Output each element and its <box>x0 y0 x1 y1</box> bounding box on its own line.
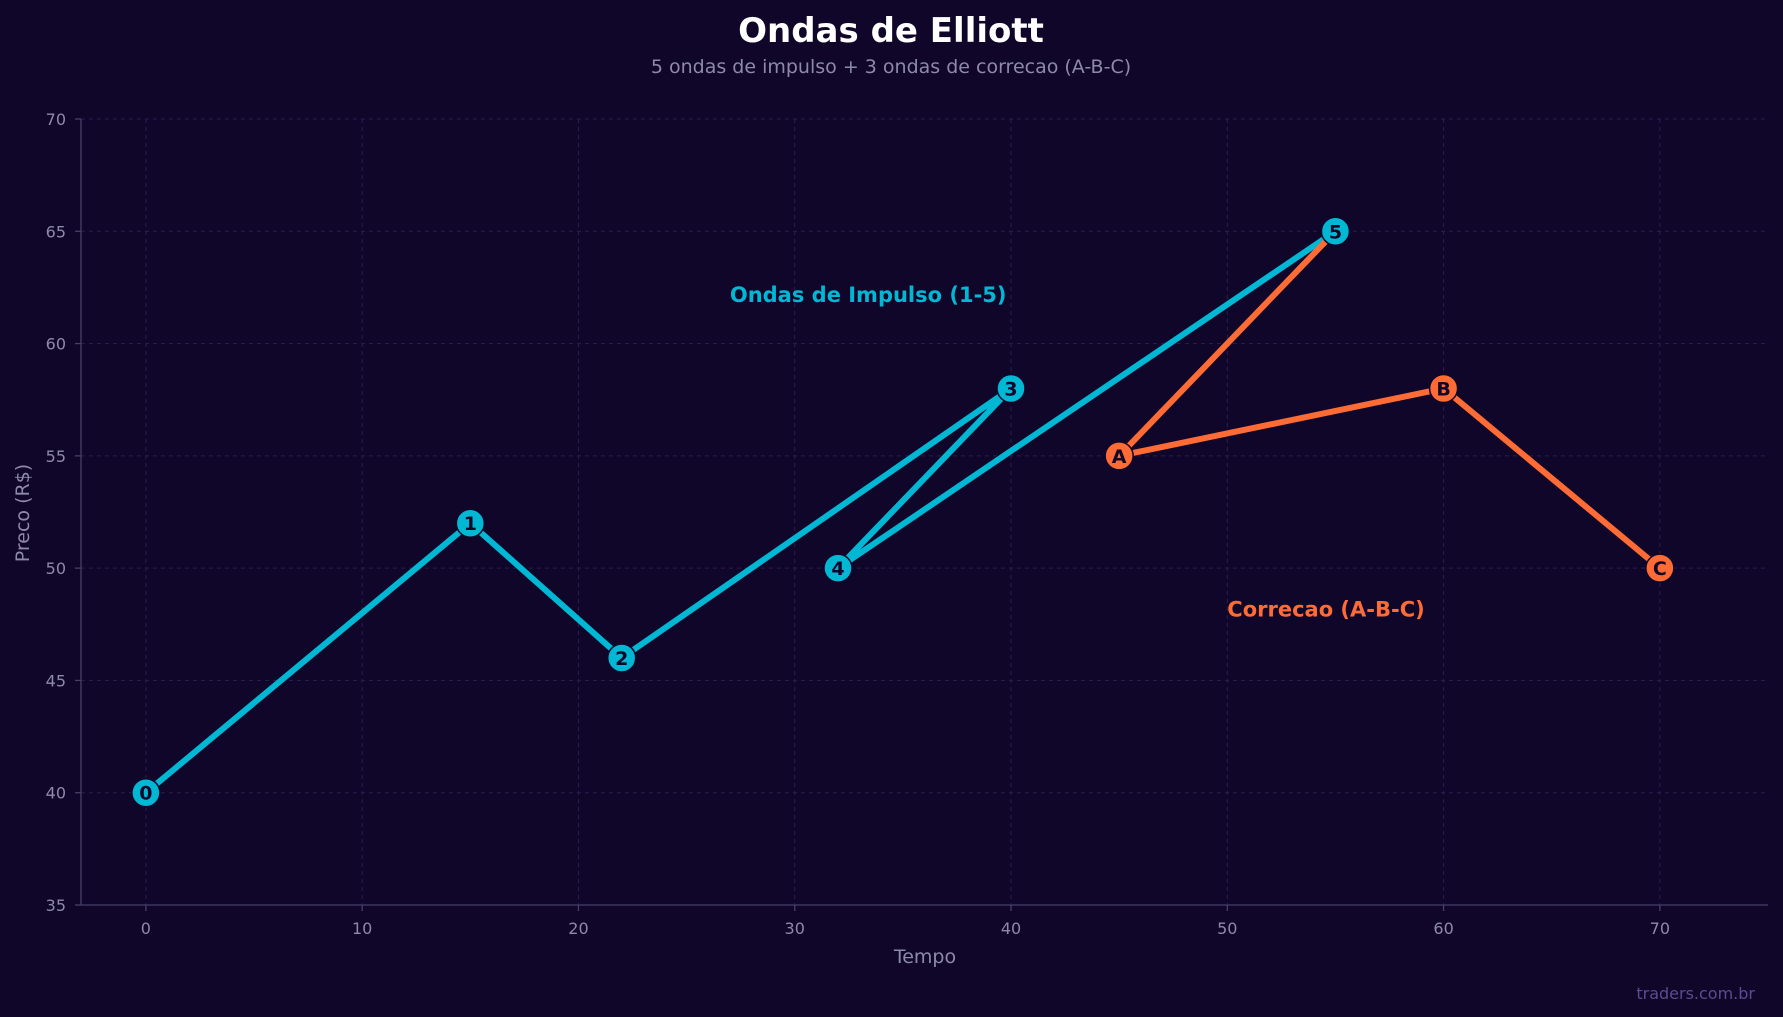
x-axis-label: Tempo <box>893 946 956 968</box>
wave-point-marker <box>1645 553 1675 583</box>
wave-point-label: A <box>1112 446 1127 468</box>
wave-point-marker <box>455 508 486 538</box>
x-tick-label: 0 <box>141 919 151 938</box>
wave-point-label: C <box>1653 558 1667 580</box>
series-line-1 <box>1116 228 1663 572</box>
y-tick-label: 40 <box>46 784 66 803</box>
wave-point-marker <box>606 643 637 673</box>
x-tick-label: 70 <box>1650 919 1670 938</box>
wave-point-label: 4 <box>831 558 844 580</box>
x-tick-label: 50 <box>1217 919 1237 938</box>
y-axis-label: Preco (R$) <box>12 464 34 562</box>
series-layer: 0 1 2 3 4 5 A B C <box>131 216 1675 808</box>
wave-point-label: 0 <box>139 783 152 805</box>
watermark: traders.com.br <box>1636 984 1755 1003</box>
y-tick-label: 45 <box>46 671 66 690</box>
annotation-layer: Ondas de Impulso (1-5) Correcao (A-B-C) <box>730 283 1425 621</box>
wave-point-label: 2 <box>615 648 628 670</box>
wave-point-label: B <box>1436 378 1450 400</box>
x-tick-label: 40 <box>1001 919 1021 938</box>
y-tick-label: 65 <box>46 222 66 241</box>
x-tick-label: 30 <box>785 919 805 938</box>
series-line-0 <box>142 228 1339 796</box>
chart-title: Ondas de Elliott <box>738 11 1044 51</box>
wave-point-marker <box>131 777 161 808</box>
y-tick-label: 55 <box>46 447 66 466</box>
wave-point-marker <box>996 373 1026 404</box>
annotation-label: Ondas de Impulso (1-5) <box>730 283 1007 307</box>
x-tick-label: 20 <box>568 919 588 938</box>
y-tick-label: 60 <box>46 335 66 354</box>
chart-subtitle: 5 ondas de impulso + 3 ondas de correcao… <box>651 56 1131 78</box>
x-tick-label: 10 <box>352 919 372 938</box>
grid-layer <box>81 118 1768 906</box>
annotation-label: Correcao (A-B-C) <box>1227 598 1424 622</box>
wave-point-marker <box>1320 216 1351 247</box>
wave-point-label: 5 <box>1329 221 1342 243</box>
wave-point-marker <box>1104 441 1134 471</box>
wave-point-label: 3 <box>1004 378 1017 400</box>
wave-point-marker <box>823 553 853 583</box>
y-tick-label: 50 <box>46 559 66 578</box>
y-tick-label: 70 <box>46 110 66 129</box>
wave-point-marker <box>1428 373 1459 404</box>
x-tick-label: 60 <box>1433 919 1453 938</box>
wave-point-label: 1 <box>464 513 477 535</box>
y-tick-label: 35 <box>46 896 66 915</box>
